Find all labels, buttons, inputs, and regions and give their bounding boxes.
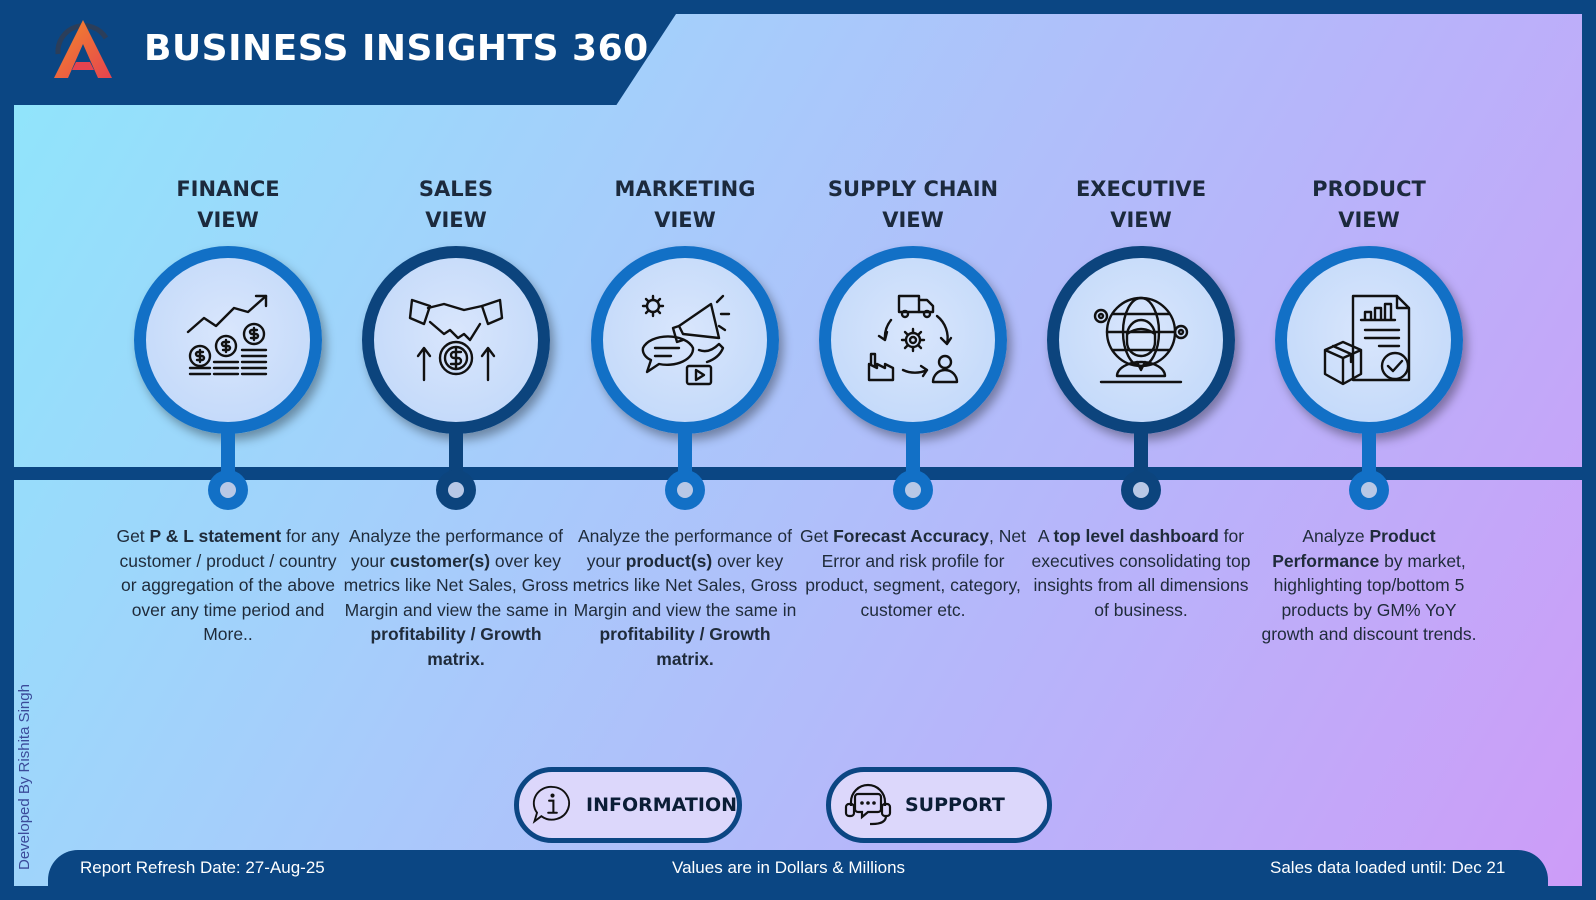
- timeline-bar: [14, 467, 1582, 480]
- view-finance[interactable]: FINANCE VIEW Get P & L statement for any…: [113, 174, 343, 644]
- view-title: FINANCE VIEW: [176, 177, 280, 232]
- view-description: Get Forecast Accuracy, Net Error and ris…: [798, 524, 1028, 622]
- description-emphasis: Product Performance: [1272, 526, 1436, 571]
- view-title: PRODUCT VIEW: [1312, 177, 1426, 232]
- view-title: SUPPLY CHAIN VIEW: [827, 177, 999, 232]
- atliq-a-logo-icon: [54, 20, 112, 78]
- description-emphasis: profitability / Growth matrix.: [599, 624, 771, 669]
- header-banner: BUSINESS INSIGHTS 360: [14, 14, 676, 105]
- description-emphasis: Forecast Accuracy: [833, 526, 990, 546]
- view-sales[interactable]: SALES VIEW Analyze the performance of yo…: [341, 174, 571, 669]
- view-description: Analyze Product Performance by market, h…: [1254, 524, 1484, 647]
- view-ring[interactable]: [1275, 246, 1463, 434]
- description-text: Get: [116, 526, 150, 546]
- finance-growth-icon: [186, 294, 268, 376]
- timeline-node: [208, 470, 248, 510]
- report-refresh-date: Report Refresh Date: 27-Aug-25: [80, 858, 325, 877]
- view-description: Analyze the performance of your customer…: [341, 524, 571, 671]
- timeline-node: [1349, 470, 1389, 510]
- view-executive[interactable]: EXECUTIVE VIEW A top level dashboard for…: [1026, 174, 1256, 620]
- description-text: Get: [799, 526, 834, 546]
- timeline-node: [1121, 470, 1161, 510]
- timeline-node: [436, 470, 476, 510]
- footer-bar: Report Refresh Date: 27-Aug-25 Values ar…: [48, 850, 1548, 886]
- view-description: Analyze the performance of your product(…: [570, 524, 800, 671]
- description-text: , Net Error and risk profile for product…: [805, 526, 1026, 620]
- view-stem: [906, 430, 920, 482]
- description-emphasis: top level dashboard: [1053, 526, 1219, 546]
- view-stem: [1134, 430, 1148, 482]
- megaphone-icon: [641, 294, 731, 386]
- view-description: A top level dashboard for executives con…: [1026, 524, 1256, 622]
- description-text: for executives consolidating top insight…: [1031, 526, 1251, 620]
- view-stem: [678, 430, 692, 482]
- description-emphasis: product(s): [625, 550, 713, 571]
- view-product[interactable]: PRODUCT VIEW Analyze Product Performance…: [1254, 174, 1484, 644]
- description-emphasis: P & L statement: [149, 526, 282, 546]
- values-unit-note: Values are in Dollars & Millions: [672, 858, 906, 877]
- view-supply-chain[interactable]: SUPPLY CHAIN VIEW Get Forecast Accuracy,…: [798, 174, 1028, 620]
- description-text: Analyze the performance of your: [577, 526, 792, 571]
- description-text: for any customer / product / country or …: [119, 526, 340, 644]
- supply-chain-cycle-icon: [867, 294, 959, 384]
- view-title: MARKETING VIEW: [614, 177, 756, 232]
- view-description: Get P & L statement for any customer / p…: [113, 524, 343, 647]
- view-marketing[interactable]: MARKETING VIEW Analyze the performance o…: [570, 174, 800, 669]
- view-stem: [1362, 430, 1376, 482]
- handshake-dollar-icon: [408, 298, 504, 382]
- support-button[interactable]: SUPPORT: [826, 767, 1052, 843]
- view-ring[interactable]: [819, 246, 1007, 434]
- executive-globe-icon: [1093, 296, 1189, 384]
- view-title: EXECUTIVE VIEW: [1075, 177, 1207, 232]
- view-ring[interactable]: [134, 246, 322, 434]
- information-label: INFORMATION: [586, 794, 737, 816]
- description-text: over key metrics like Net Sales, Gross M…: [343, 550, 569, 620]
- developer-credit: Developed By Rishita Singh: [16, 684, 33, 870]
- view-ring[interactable]: [1047, 246, 1235, 434]
- view-ring[interactable]: [591, 246, 779, 434]
- view-stem: [449, 430, 463, 482]
- description-text: Analyze: [1302, 526, 1370, 546]
- headset-support-icon: [844, 783, 892, 826]
- support-label: SUPPORT: [905, 794, 1005, 816]
- timeline-node: [893, 470, 933, 510]
- description-text: Analyze the performance of your: [348, 526, 563, 571]
- product-report-icon: [1323, 294, 1411, 386]
- description-text: A: [1037, 526, 1054, 546]
- dashboard-canvas: BUSINESS INSIGHTS 360 FINANCE VIEW Get P…: [14, 14, 1582, 886]
- view-title: SALES VIEW: [418, 177, 494, 232]
- view-ring[interactable]: [362, 246, 550, 434]
- timeline-node: [665, 470, 705, 510]
- info-chat-icon: [532, 785, 571, 824]
- sales-loaded-until: Sales data loaded until: Dec 21: [1270, 858, 1506, 877]
- description-emphasis: profitability / Growth matrix.: [370, 624, 542, 669]
- description-text: over key metrics like Net Sales, Gross M…: [572, 550, 798, 620]
- information-button[interactable]: INFORMATION: [514, 767, 742, 843]
- description-text: by market, highlighting top/bottom 5 pro…: [1261, 550, 1477, 645]
- view-stem: [221, 430, 235, 482]
- description-emphasis: customer(s): [389, 550, 491, 571]
- page-title: BUSINESS INSIGHTS 360: [144, 28, 649, 69]
